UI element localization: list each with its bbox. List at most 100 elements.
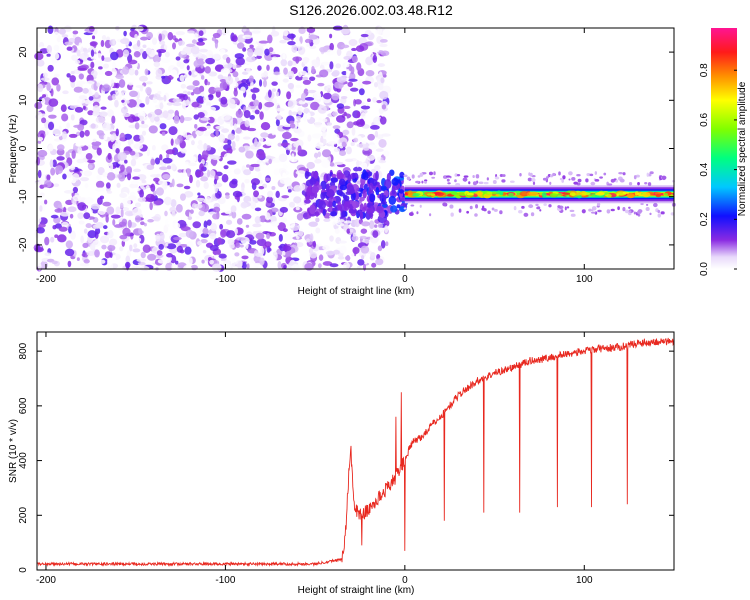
heatmap-cell	[266, 184, 271, 191]
heatmap-cell	[338, 240, 348, 244]
heatmap-cell	[607, 183, 613, 186]
heatmap-cell	[103, 165, 111, 171]
heatmap-cell	[139, 103, 145, 108]
heatmap-cell	[322, 138, 327, 145]
heatmap-cell	[244, 178, 250, 184]
heatmap-cell	[99, 235, 110, 244]
heatmap-cell	[342, 262, 351, 270]
heatmap-cell	[125, 255, 131, 264]
heatmap-cell	[170, 163, 177, 171]
heatmap-cell	[218, 253, 227, 259]
heatmap-cell	[264, 212, 271, 221]
heatmap-cell	[102, 63, 110, 69]
heatmap-cell	[318, 200, 327, 210]
heatmap-cell	[322, 245, 330, 251]
heatmap-cell	[147, 219, 154, 223]
heatmap-cell	[635, 174, 640, 178]
heatmap-cell	[64, 41, 73, 46]
heatmap-cell	[67, 260, 72, 268]
heatmap-cell	[231, 211, 237, 219]
heatmap-cell	[170, 138, 174, 146]
heatmap-cell	[158, 33, 162, 42]
heatmap-cell	[94, 53, 104, 61]
heatmap-cell	[182, 181, 190, 185]
heatmap-cell	[283, 67, 288, 75]
heatmap-cell	[242, 136, 251, 140]
heatmap-cell	[85, 80, 95, 85]
heatmap-cell	[36, 59, 45, 67]
colorbar-label: Normalized spectral amplitude	[737, 81, 748, 216]
heatmap-cell	[332, 207, 337, 212]
heatmap-cell	[111, 93, 117, 100]
heatmap-cell	[466, 192, 475, 196]
heatmap-cell	[368, 144, 377, 150]
heatmap-cell	[61, 34, 69, 38]
heatmap-cell	[155, 187, 164, 196]
heatmap-cell	[169, 182, 173, 188]
heatmap-cell	[376, 99, 382, 104]
heatmap-cell	[206, 49, 214, 59]
heatmap-cell	[125, 100, 130, 104]
heatmap-cell	[130, 158, 137, 167]
heatmap-cell	[146, 164, 155, 170]
colorbar-tick-label: 0.0	[699, 262, 710, 276]
heatmap-cell	[410, 204, 415, 207]
heatmap-cell	[581, 209, 586, 214]
heatmap-cell	[73, 86, 84, 93]
heatmap-cell	[206, 219, 212, 226]
heatmap-cell	[258, 136, 264, 144]
heatmap-cell	[162, 110, 169, 119]
heatmap-cell	[339, 150, 347, 157]
heatmap-cell	[69, 165, 76, 171]
heatmap-cell	[203, 220, 208, 229]
heatmap-cell	[170, 199, 177, 208]
heatmap-cell	[158, 50, 162, 58]
heatmap-cell	[235, 237, 246, 241]
heatmap-cell	[282, 251, 286, 256]
heatmap-cell	[458, 208, 462, 213]
heatmap-cell	[284, 233, 293, 241]
heatmap-cell	[295, 242, 304, 248]
heatmap-cell	[36, 33, 46, 39]
heatmap-cell	[164, 196, 172, 206]
heatmap-cell	[186, 65, 190, 71]
heatmap-cell	[309, 76, 316, 81]
heatmap-cell	[60, 211, 70, 217]
heatmap-cell	[175, 204, 183, 213]
heatmap-cell	[235, 134, 240, 142]
heatmap-cell	[120, 90, 127, 94]
heatmap-cell	[227, 139, 232, 146]
heatmap-cell	[398, 189, 405, 194]
heatmap-cell	[321, 149, 332, 158]
heatmap-cell	[282, 131, 292, 140]
heatmap-cell	[86, 250, 96, 257]
heatmap-cell	[242, 34, 253, 40]
heatmap-cell	[183, 59, 190, 64]
heatmap-cell	[54, 234, 59, 238]
heatmap-cell	[457, 192, 467, 196]
heatmap-cell	[236, 42, 245, 49]
heatmap-cell	[637, 209, 643, 213]
heatmap-cell	[297, 145, 302, 154]
heatmap-cell	[330, 177, 338, 183]
heatmap-cell	[77, 202, 87, 211]
x-tick-label: -200	[36, 274, 56, 285]
heatmap-cell	[146, 31, 154, 40]
heatmap-cell	[158, 243, 164, 250]
heatmap-cell	[215, 129, 219, 138]
heatmap-cell	[180, 226, 191, 232]
spectrogram-y-label: Frequency (Hz)	[8, 115, 19, 184]
heatmap-cell	[129, 244, 133, 252]
heatmap-cell	[155, 173, 161, 178]
heatmap-cell	[372, 230, 379, 238]
heatmap-cell	[73, 124, 83, 128]
heatmap-cell	[365, 51, 374, 55]
heatmap-cell	[201, 259, 205, 264]
heatmap-cell	[144, 68, 149, 76]
heatmap-cell	[182, 90, 188, 94]
heatmap-cell	[571, 177, 576, 181]
heatmap-cell	[323, 218, 331, 223]
heatmap-cell	[90, 123, 96, 129]
heatmap-cell	[424, 180, 427, 184]
heatmap-cell	[562, 192, 571, 195]
